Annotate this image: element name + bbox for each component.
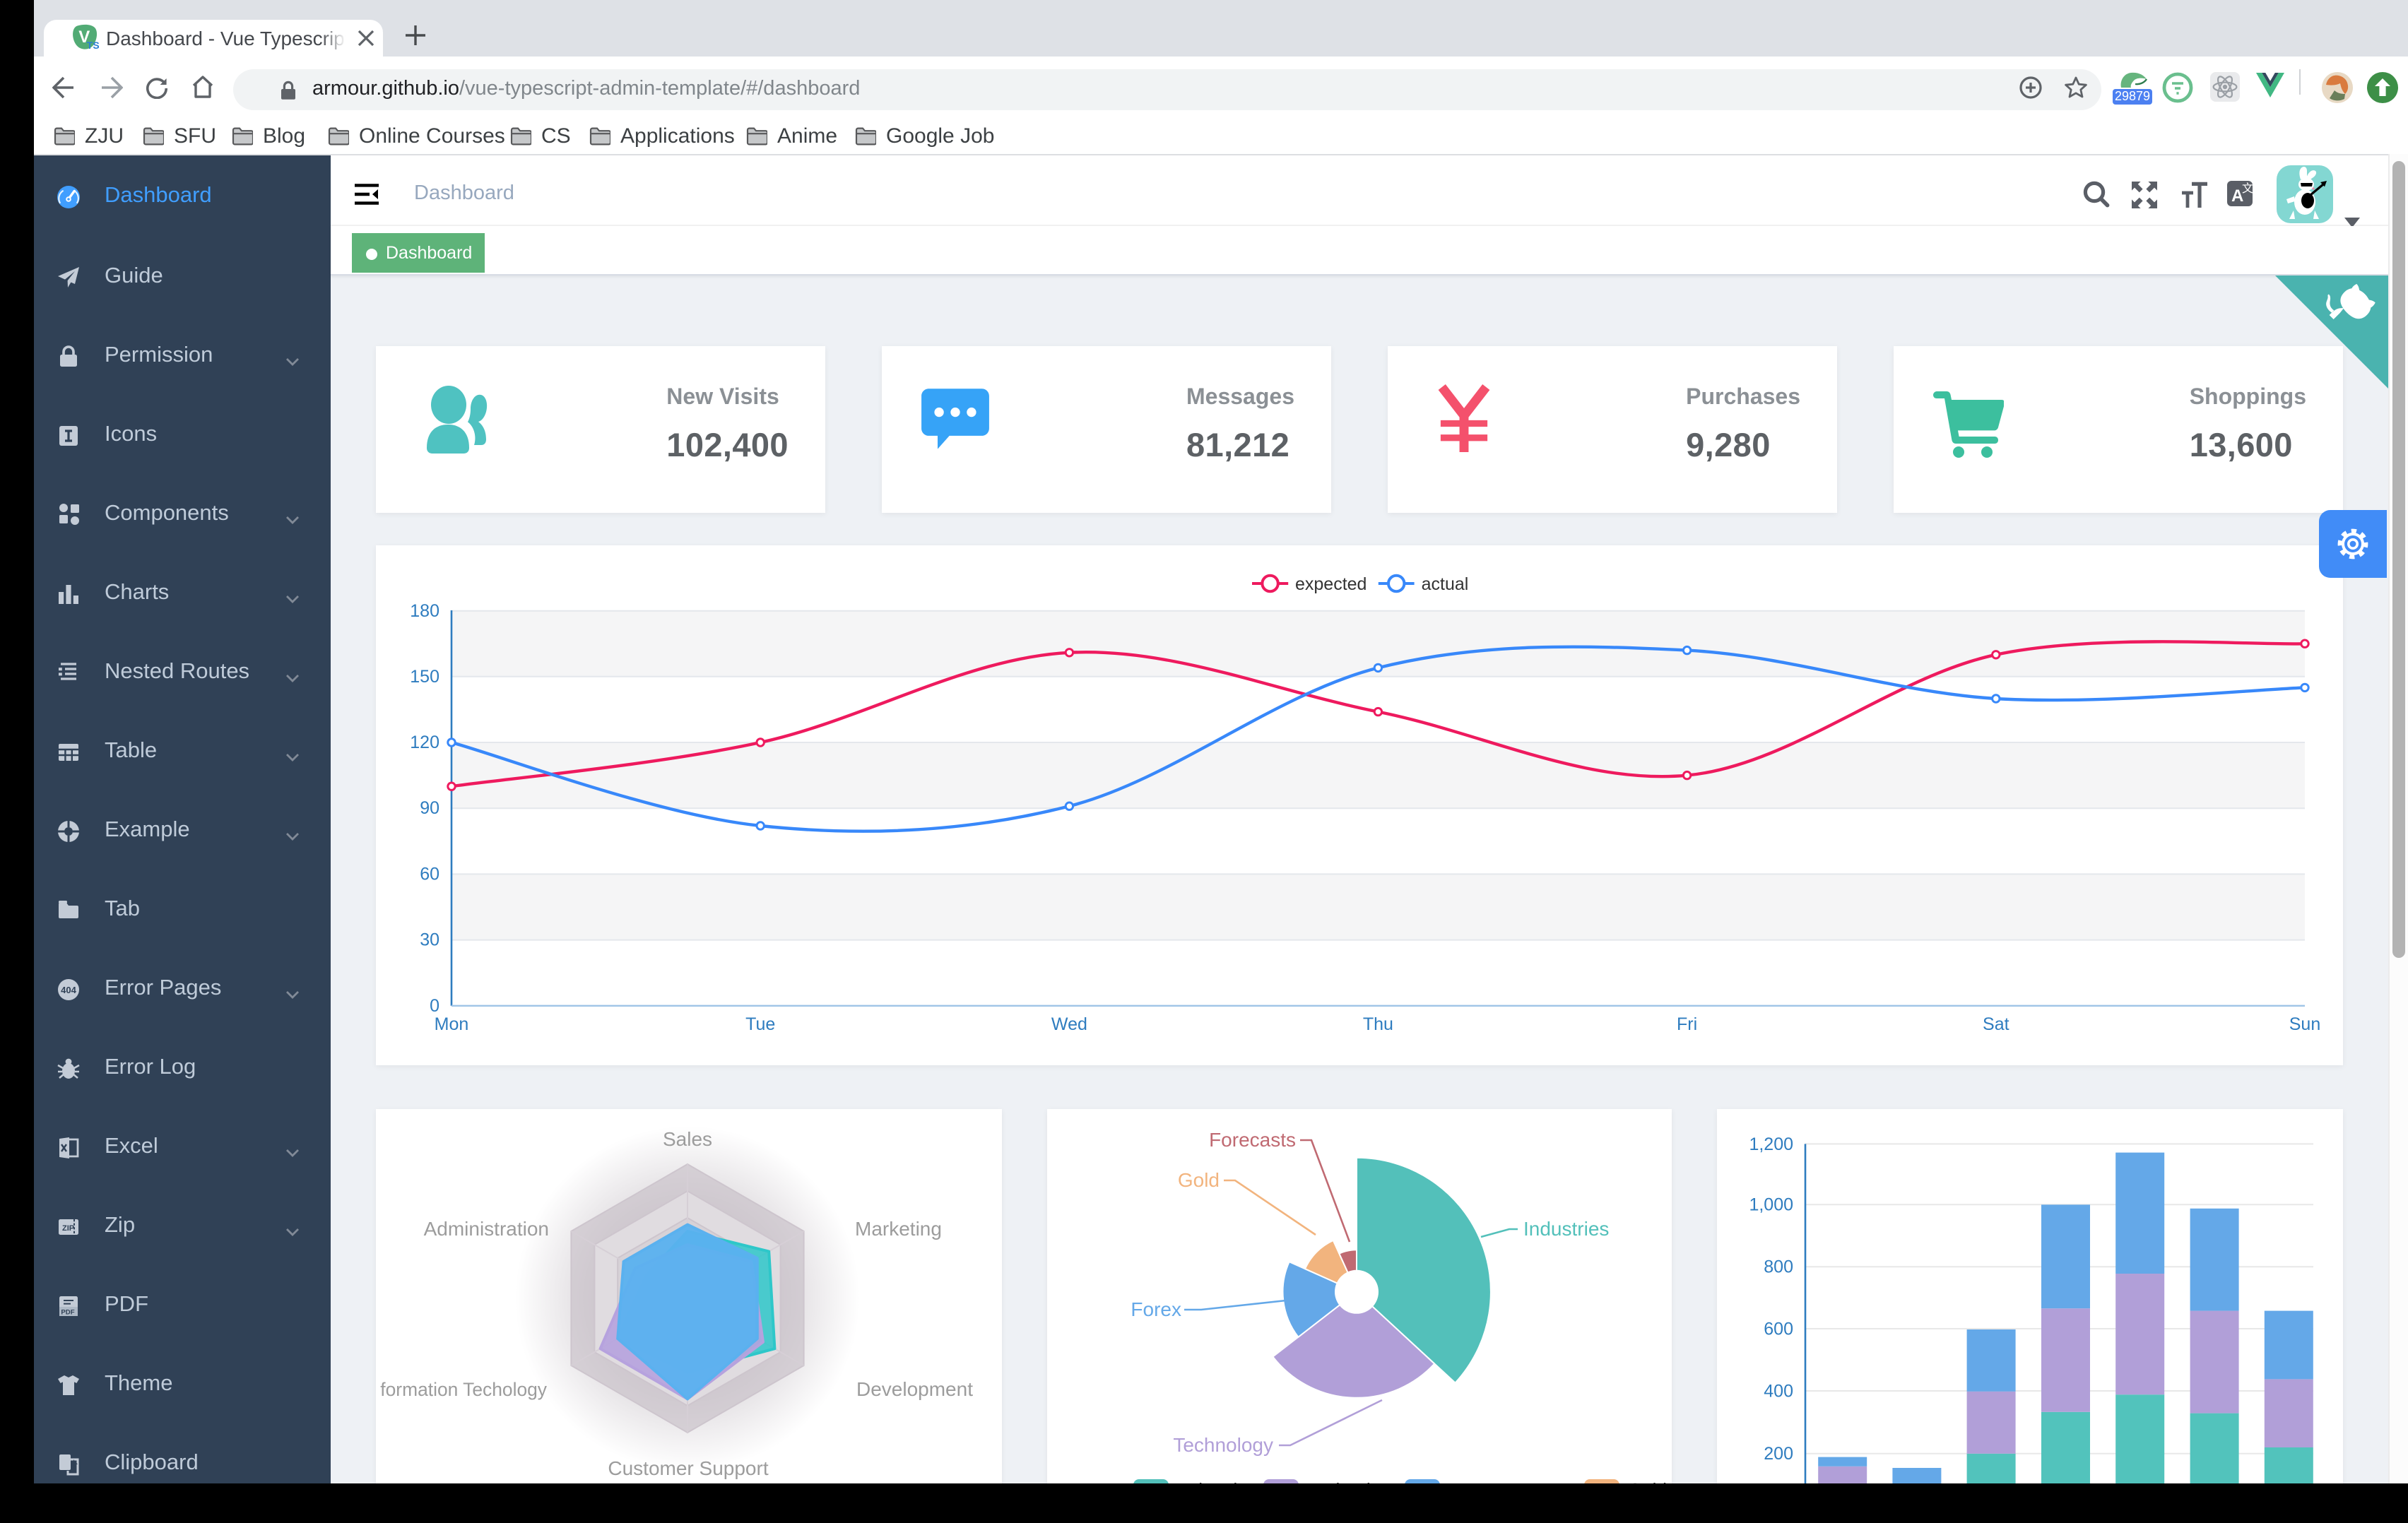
svg-text:Industries: Industries <box>1177 1479 1257 1485</box>
svg-text:90: 90 <box>420 798 439 818</box>
svg-text:1,000: 1,000 <box>1749 1195 1793 1215</box>
svg-text:Fri: Fri <box>1677 1014 1697 1034</box>
svg-text:Forex: Forex <box>1131 1298 1181 1320</box>
svg-text:Sales: Sales <box>663 1128 712 1150</box>
svg-text:Administration: Administration <box>424 1218 549 1240</box>
svg-text:V: V <box>78 28 90 47</box>
svg-text:Forecasts: Forecasts <box>1209 1129 1296 1151</box>
svg-text:150: 150 <box>410 667 439 687</box>
svg-text:formation Techology: formation Techology <box>380 1379 548 1400</box>
svg-text:Technology: Technology <box>1173 1434 1273 1456</box>
svg-text:Gold: Gold <box>1628 1479 1667 1485</box>
svg-text:Customer Support: Customer Support <box>608 1457 768 1479</box>
svg-text:expected: expected <box>1295 574 1367 594</box>
svg-text:800: 800 <box>1764 1257 1793 1277</box>
svg-text:120: 120 <box>410 733 439 752</box>
svg-text:Thu: Thu <box>1363 1014 1393 1034</box>
svg-text:404: 404 <box>61 985 76 995</box>
svg-text:actual: actual <box>1422 574 1469 594</box>
svg-text:200: 200 <box>1764 1444 1793 1464</box>
svg-text:400: 400 <box>1764 1381 1793 1401</box>
svg-text:60: 60 <box>420 864 439 884</box>
svg-text:30: 30 <box>420 930 439 950</box>
svg-text:A: A <box>2231 186 2243 206</box>
svg-text:600: 600 <box>1764 1319 1793 1339</box>
svg-text:TS: TS <box>87 40 99 51</box>
svg-text:0: 0 <box>430 996 439 1016</box>
svg-text:Technology: Technology <box>1307 1479 1400 1485</box>
svg-text:Sun: Sun <box>2289 1014 2320 1034</box>
svg-text:Gold: Gold <box>1178 1169 1220 1191</box>
svg-text:ZIP: ZIP <box>62 1224 74 1233</box>
svg-text:Industries: Industries <box>1523 1218 1609 1240</box>
svg-text:Development: Development <box>856 1378 973 1400</box>
svg-text:1,200: 1,200 <box>1749 1134 1793 1154</box>
svg-text:Sat: Sat <box>1983 1014 2009 1034</box>
svg-text:Marketing: Marketing <box>855 1218 942 1240</box>
svg-text:Mon: Mon <box>435 1014 469 1034</box>
svg-text:Tue: Tue <box>745 1014 775 1034</box>
svg-text:Wed: Wed <box>1051 1014 1087 1034</box>
svg-text:Forex: Forex <box>1448 1479 1495 1485</box>
svg-text:文: 文 <box>2242 182 2253 195</box>
svg-text:180: 180 <box>410 601 439 621</box>
svg-text:PDF: PDF <box>61 1308 74 1316</box>
